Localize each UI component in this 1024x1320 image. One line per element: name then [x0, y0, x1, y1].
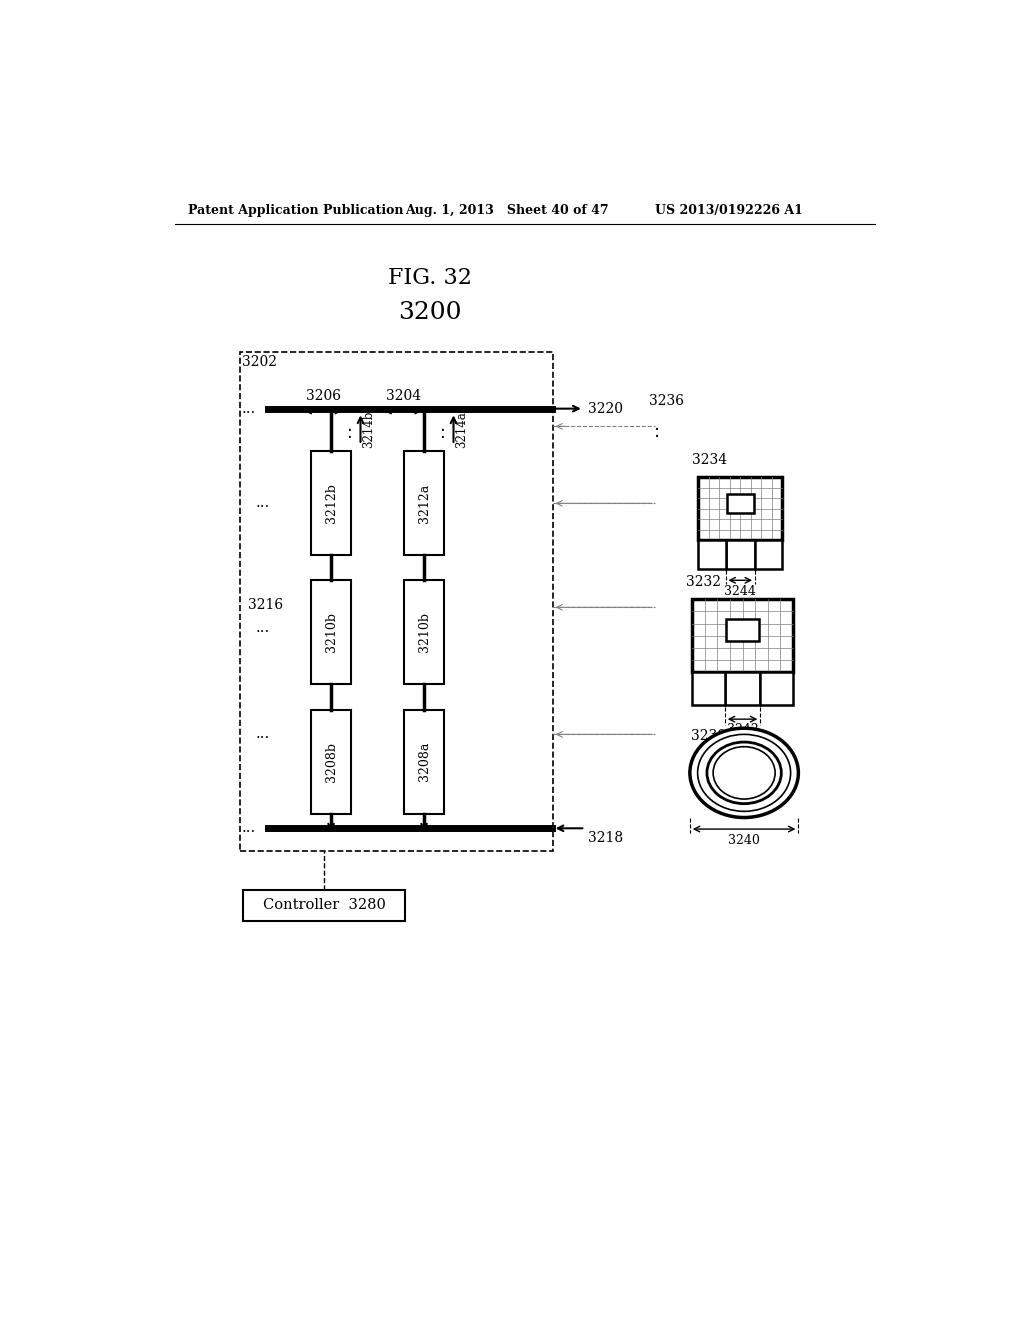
Bar — [692, 599, 793, 672]
Text: 3212a: 3212a — [418, 483, 430, 523]
Bar — [698, 478, 782, 540]
Ellipse shape — [713, 747, 775, 799]
Text: 3204: 3204 — [386, 388, 421, 403]
Text: 3244: 3244 — [724, 585, 756, 598]
Bar — [241, 352, 553, 851]
Text: ...: ... — [256, 495, 270, 510]
Polygon shape — [692, 672, 725, 705]
Text: Aug. 1, 2013   Sheet 40 of 47: Aug. 1, 2013 Sheet 40 of 47 — [406, 205, 609, 218]
Bar — [311, 710, 351, 813]
Text: ...: ... — [242, 401, 256, 416]
Text: 3234: 3234 — [692, 453, 727, 467]
Text: US 2013/0192226 A1: US 2013/0192226 A1 — [655, 205, 803, 218]
Bar — [243, 890, 406, 921]
Text: 3214b: 3214b — [362, 411, 375, 447]
Text: 3206: 3206 — [306, 388, 341, 403]
Bar — [727, 494, 754, 513]
Text: 3240: 3240 — [728, 834, 760, 847]
Polygon shape — [725, 672, 760, 705]
Text: 3208b: 3208b — [325, 742, 338, 781]
Ellipse shape — [697, 734, 791, 812]
Text: 3212b: 3212b — [325, 483, 338, 523]
Text: 3220: 3220 — [588, 401, 623, 416]
Polygon shape — [755, 540, 782, 569]
Text: Patent Application Publication: Patent Application Publication — [188, 205, 403, 218]
Text: ...: ... — [242, 821, 256, 836]
Text: 3210b: 3210b — [325, 612, 338, 652]
Text: 3242: 3242 — [727, 723, 759, 737]
Polygon shape — [760, 672, 793, 705]
Text: 3236: 3236 — [649, 393, 684, 408]
Text: 3230: 3230 — [691, 729, 726, 743]
Text: :: : — [653, 422, 659, 441]
Text: 3210b: 3210b — [418, 612, 430, 652]
Bar — [311, 451, 351, 554]
Polygon shape — [698, 540, 726, 569]
Polygon shape — [726, 540, 755, 569]
Text: 3216: 3216 — [248, 598, 284, 612]
Text: 3232: 3232 — [686, 576, 721, 589]
Bar — [726, 619, 759, 642]
Text: FIG. 32: FIG. 32 — [388, 267, 472, 289]
Text: 3200: 3200 — [398, 301, 462, 323]
Ellipse shape — [707, 742, 781, 804]
Text: 3208a: 3208a — [418, 742, 430, 781]
Ellipse shape — [690, 729, 799, 817]
Bar — [403, 710, 444, 813]
Bar — [311, 581, 351, 684]
Text: ...: ... — [256, 727, 270, 742]
Text: 3202: 3202 — [242, 355, 276, 368]
Text: :: : — [347, 424, 352, 442]
Text: :: : — [439, 424, 445, 442]
Text: 3214a: 3214a — [455, 411, 468, 447]
Text: 3218: 3218 — [588, 830, 623, 845]
Bar — [403, 451, 444, 554]
Text: Controller  3280: Controller 3280 — [262, 899, 385, 912]
Text: ...: ... — [256, 622, 270, 635]
Bar — [403, 581, 444, 684]
